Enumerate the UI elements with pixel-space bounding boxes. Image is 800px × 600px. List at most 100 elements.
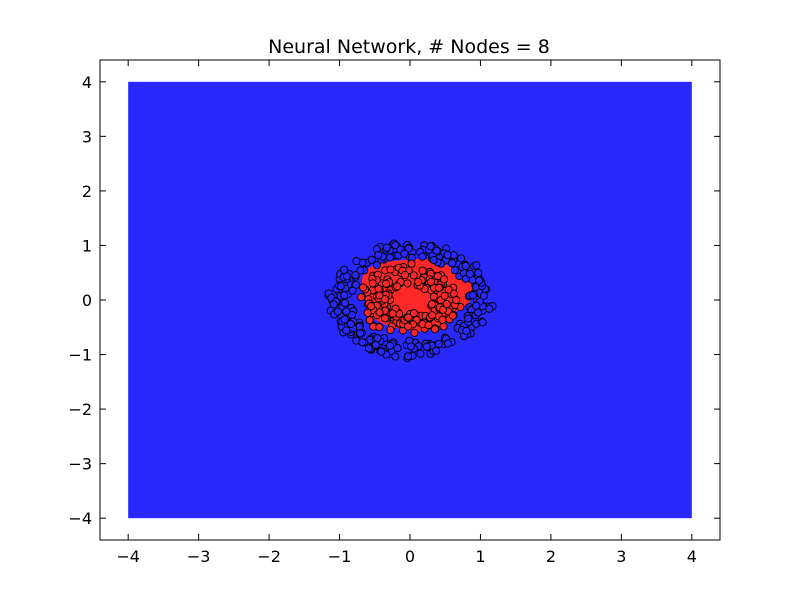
- scatter-point: [348, 286, 357, 295]
- x-tick-label: −2: [257, 547, 281, 566]
- scatter-point: [427, 300, 437, 309]
- scatter-point: [375, 323, 384, 332]
- y-tick-label: −1: [68, 346, 92, 365]
- scatter-point: [438, 315, 447, 324]
- scatter-point: [373, 334, 382, 343]
- scatter-point: [356, 329, 365, 338]
- scatter-point: [439, 322, 448, 331]
- scatter-point: [367, 302, 376, 311]
- scatter-point: [440, 291, 449, 300]
- scatter-point: [443, 250, 452, 260]
- scatter-point: [429, 292, 438, 301]
- scatter-point: [409, 309, 419, 318]
- scatter-point: [414, 277, 423, 287]
- scatter-point: [430, 325, 439, 334]
- x-tick-label: 1: [475, 547, 485, 566]
- scatter-point: [391, 352, 400, 361]
- scatter-point: [357, 293, 366, 302]
- scatter-point: [418, 266, 427, 275]
- scatter-point: [386, 325, 395, 334]
- scatter-point: [404, 313, 413, 322]
- scatter-point: [468, 291, 477, 300]
- y-tick-label: 2: [82, 182, 92, 201]
- plot-area: [128, 81, 692, 519]
- scatter-point: [356, 266, 365, 275]
- scatter-point: [382, 243, 391, 252]
- x-tick-label: 3: [616, 547, 626, 566]
- chart-title: Neural Network, # Nodes = 8: [268, 36, 550, 58]
- scatter-point: [479, 291, 488, 300]
- outer-ring-series: [324, 239, 497, 363]
- scatter-point: [461, 261, 470, 270]
- y-tick-label: 0: [82, 291, 92, 310]
- scatter-point: [407, 259, 416, 268]
- scatter-point: [433, 272, 442, 281]
- y-tick-label: −4: [68, 509, 92, 528]
- scatter-point: [400, 249, 409, 258]
- scatter-point: [385, 253, 394, 262]
- scatter-point: [352, 257, 361, 266]
- scatter-point: [380, 314, 390, 323]
- scatter-point: [444, 285, 453, 294]
- scatter-point: [377, 347, 386, 356]
- scatter-point: [404, 322, 413, 331]
- scatter-point: [336, 282, 345, 291]
- scatter-point: [464, 314, 473, 323]
- scatter-point: [450, 266, 459, 275]
- scatter-point: [428, 311, 437, 320]
- scatter-point: [340, 265, 349, 274]
- scatter-point: [393, 282, 402, 291]
- scatter-point: [452, 296, 461, 305]
- scatter-point: [422, 342, 431, 351]
- scatter-point: [416, 349, 425, 358]
- scatter-point: [404, 352, 413, 361]
- scatter-point: [448, 311, 457, 320]
- scatter-point: [329, 300, 338, 309]
- scatter-point: [367, 255, 376, 264]
- scatter-point: [427, 277, 436, 286]
- scatter-point: [448, 259, 457, 268]
- scatter-point: [418, 252, 427, 261]
- scatter-point: [340, 315, 349, 324]
- scatter-point: [429, 255, 438, 265]
- scatter-point: [346, 319, 355, 328]
- y-tick-label: −3: [68, 455, 92, 474]
- y-tick-label: 3: [82, 127, 92, 146]
- scatter-point: [426, 242, 435, 251]
- scatter-point: [363, 308, 372, 317]
- scatter-point: [438, 305, 447, 314]
- scatter-point: [375, 308, 384, 317]
- scatter-point: [404, 244, 413, 253]
- scatter-point: [407, 342, 416, 351]
- y-tick-label: −2: [68, 400, 92, 419]
- scatter-point: [342, 307, 351, 316]
- scatter-point: [432, 346, 441, 355]
- x-axis: −4 −3 −2 −1 0 1 2 3 4: [116, 60, 697, 566]
- scatter-point: [371, 340, 380, 349]
- scatter-point: [375, 291, 384, 300]
- scatter-point: [478, 318, 487, 327]
- scatter-point: [485, 304, 494, 313]
- scatter-point: [333, 307, 342, 316]
- scatter-point: [351, 280, 360, 289]
- scatter-point: [374, 251, 383, 260]
- scatter-point: [442, 299, 451, 309]
- scatter-point: [340, 291, 349, 300]
- x-tick-label: 2: [546, 547, 556, 566]
- scatter-point: [465, 269, 474, 278]
- scatter-point: [434, 339, 443, 348]
- x-tick-label: −1: [328, 547, 352, 566]
- scatter-point: [432, 246, 441, 255]
- scatter-point: [351, 271, 360, 280]
- x-tick-label: −3: [187, 547, 211, 566]
- scatter-point: [393, 344, 402, 353]
- inner-disc-series: [357, 259, 465, 337]
- scatter-point: [386, 265, 395, 274]
- scatter-point: [400, 270, 410, 280]
- scatter-point: [403, 279, 412, 288]
- scatter-point: [368, 279, 377, 288]
- scatter-point: [473, 308, 483, 317]
- scatter-point: [372, 261, 381, 270]
- scatter-point: [472, 261, 481, 270]
